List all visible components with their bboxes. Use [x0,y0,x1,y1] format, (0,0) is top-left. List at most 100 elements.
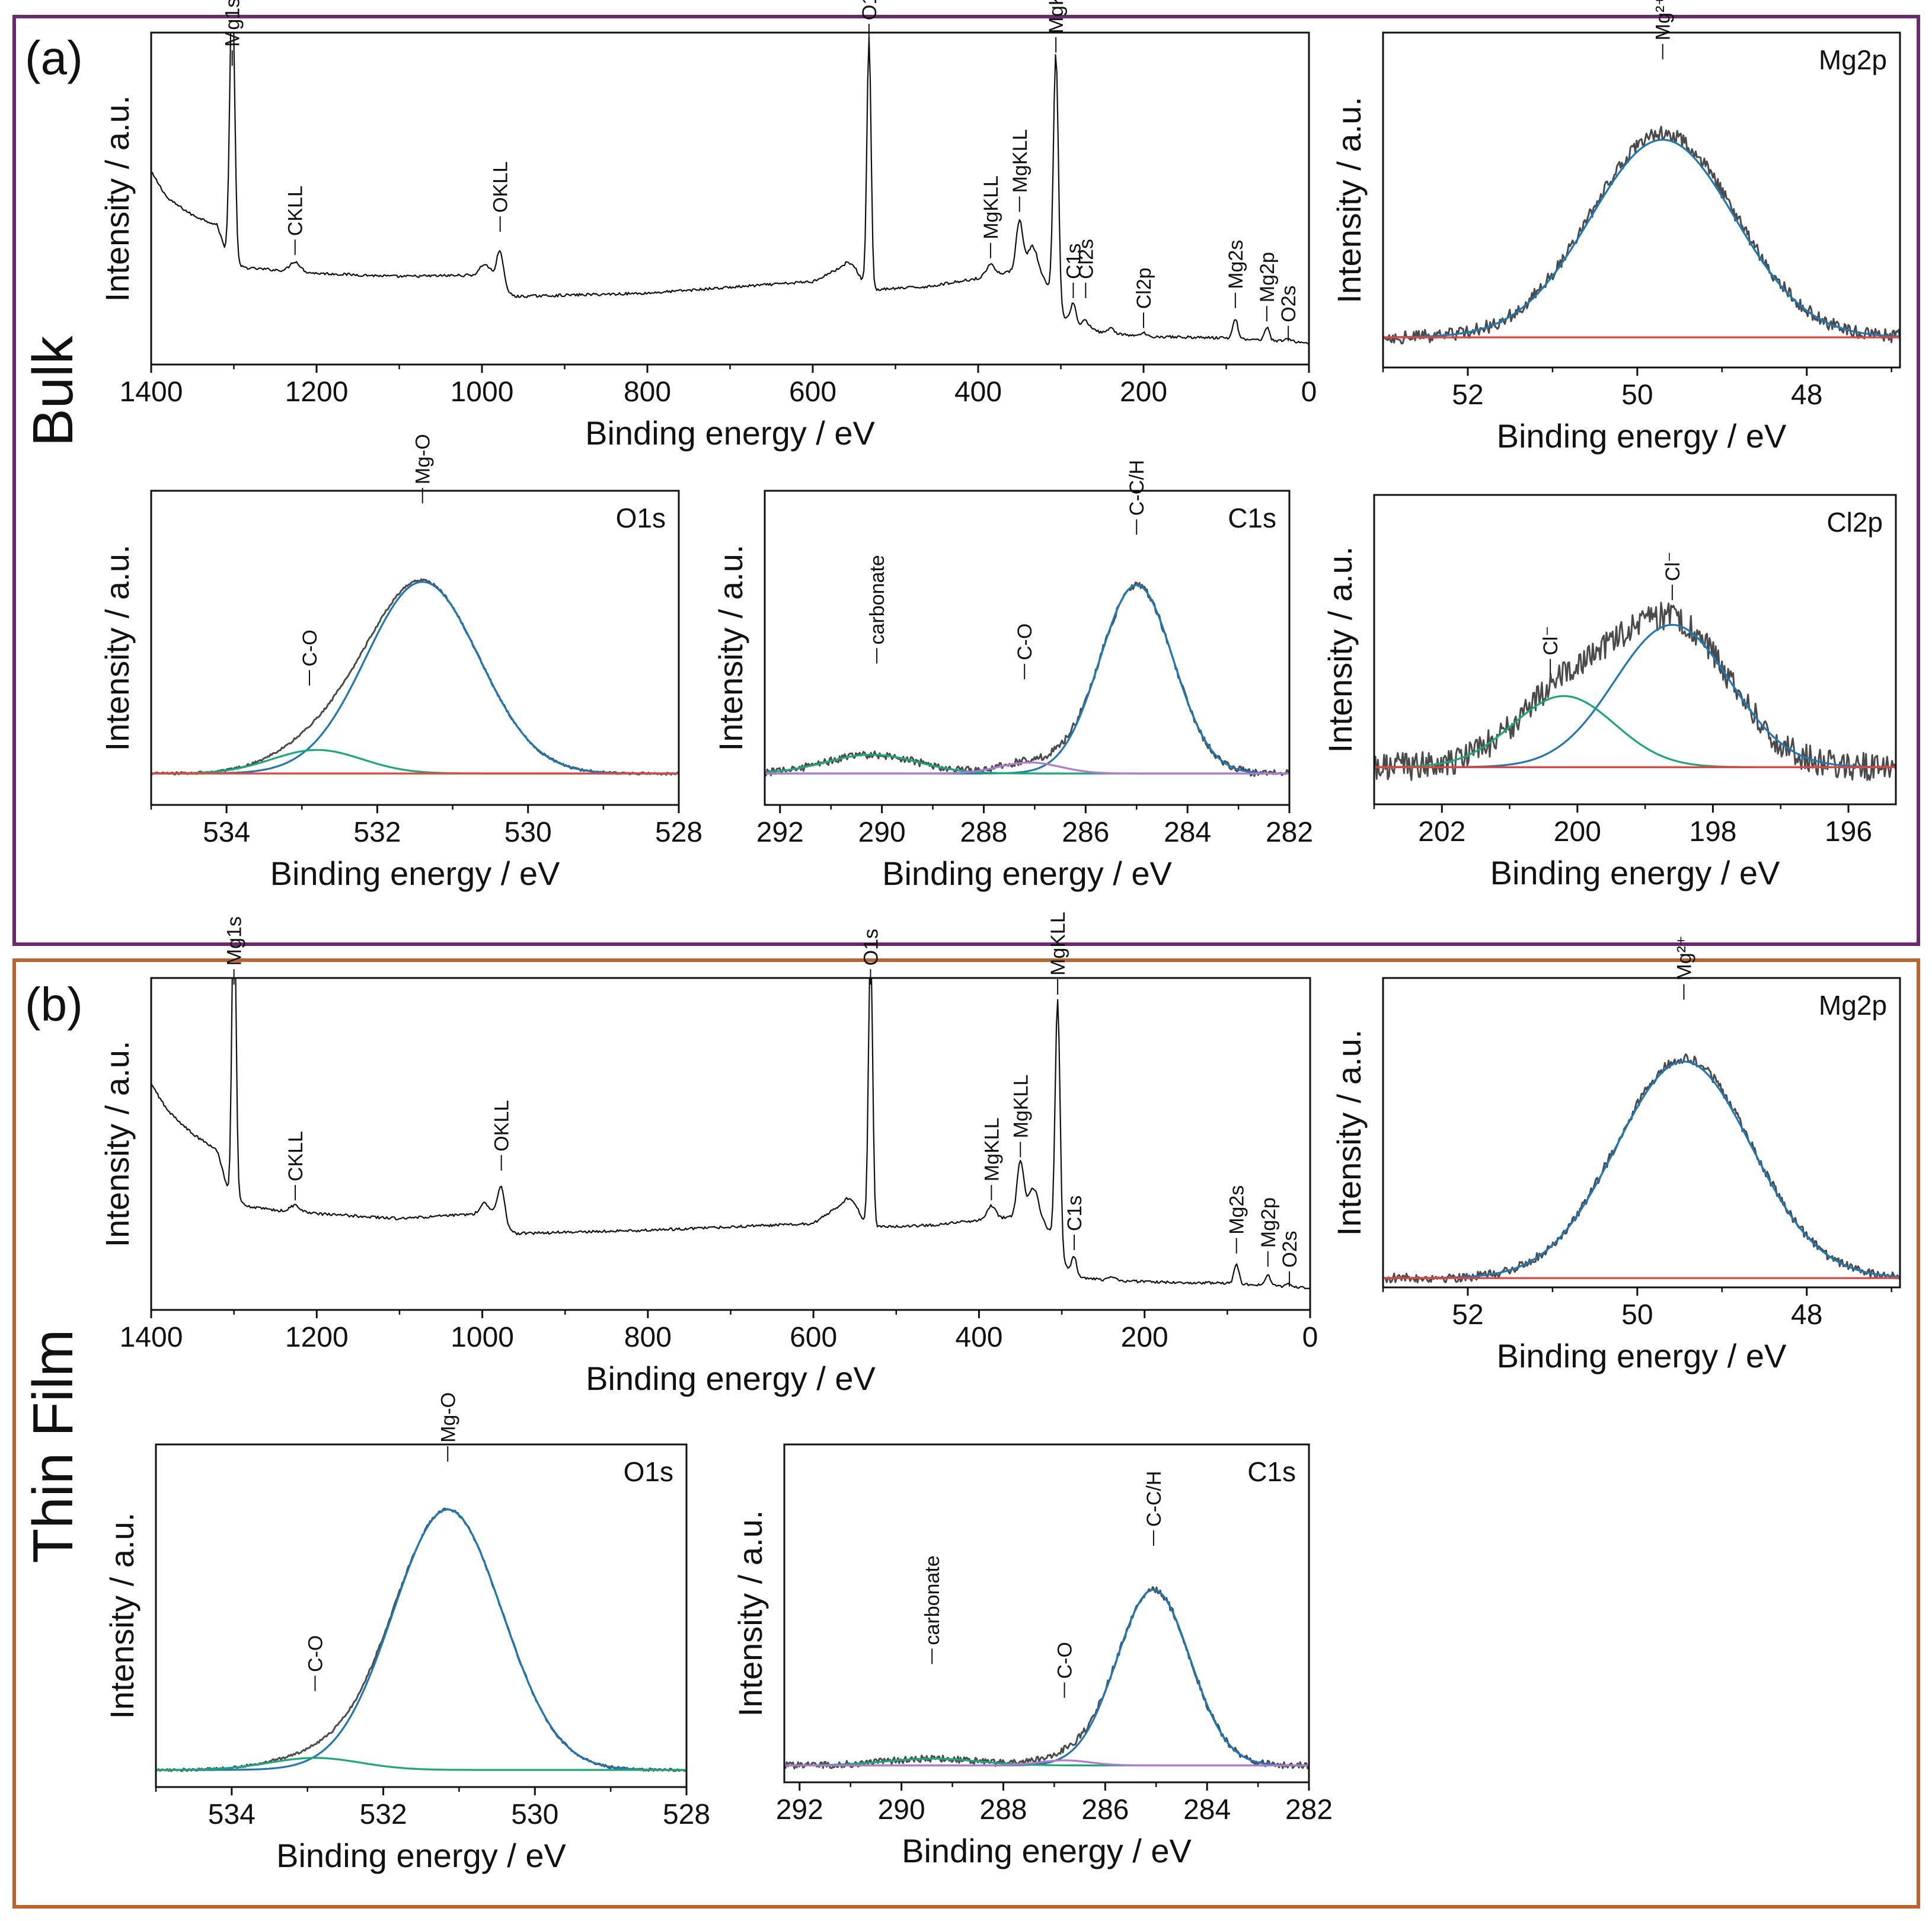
y-axis-label: Intensity / a.u. [1321,546,1359,753]
y-axis-label: Intensity / a.u. [98,1041,136,1248]
x-tick-label: 200 [1120,376,1167,408]
peak-label: MgKLL [1047,912,1069,976]
peak-label: CKLL [285,186,307,236]
series-survey [151,888,1310,1289]
peak-label: Mg-O [437,1392,459,1443]
plot-frame [784,1444,1309,1782]
peak-label: MgKLL [980,175,1002,239]
chart-a-c1s: 292 290 288 286 284 282Binding energy / eVInt… [712,460,1313,892]
panel-title: C1s [1247,1456,1296,1487]
peak-label: Mg2s [1226,1185,1248,1235]
x-tick-label: 528 [663,1799,710,1830]
chart-b-c1s: 292 290 288 286 284 282Binding energy / eVInt… [732,1444,1333,1869]
chart-a-cl2p: 202 200 198 196Binding energy / eVIntensity… [1321,495,1896,891]
peak-label: C-O [1014,624,1036,660]
x-tick-label: 0 [1302,1322,1318,1353]
charts-layer: 1400 1200 1000 800 600 400 200 0 Binding energy … [98,0,1900,1874]
x-tick-label: 50 [1621,379,1653,411]
x-tick-label: 600 [790,1322,837,1353]
panel-b-label: (b) [25,978,83,1031]
chart-a-survey: 1400 1200 1000 800 600 400 200 0 Binding energy … [98,0,1317,452]
x-tick-label: 286 [1062,817,1109,848]
x-tick-label: 48 [1791,1299,1822,1331]
peak-label: MgKLL [981,1117,1003,1181]
peak-label: carbonate [921,1555,944,1645]
plot-area [151,579,679,775]
plot-frame [1383,978,1900,1287]
x-tick-label: 1400 [120,376,183,408]
plot-frame [1383,33,1900,367]
y-axis-label: Intensity / a.u. [98,545,136,752]
x-tick-label: 528 [655,817,702,848]
peak-label: Mg-O [412,434,435,484]
plot-area [156,1508,686,1771]
series-fit-cl-2p3-2- [1374,625,1896,767]
chart-b-o1s: 534 532 530 528Binding energy / eVIntensity… [103,1392,710,1874]
x-axis-label: Binding energy / eV [882,855,1172,892]
chart-b-survey: 1400 1200 1000 800 600 400 200 0 Binding energy … [98,888,1318,1397]
peak-label: carbonate [866,555,889,644]
peak-label: CKLL [285,1131,307,1181]
peak-label: Mg2p [1256,252,1279,302]
x-tick-label: 48 [1791,379,1822,411]
x-tick-label: 530 [504,817,552,848]
series-data [1383,1054,1900,1283]
series-data [784,1587,1309,1769]
peak-label: O2s [1278,285,1300,322]
series-fit-c-o [151,750,679,773]
y-axis-label: Intensity / a.u. [1330,1030,1368,1236]
peak-label: O1s [860,929,882,966]
panel-a-side-label: Bulk [21,335,85,447]
panel-a-label: (a) [25,31,83,84]
series-fit-c-o [156,1758,686,1770]
peak-label: Mg²⁺ [1673,935,1695,981]
x-tick-label: 284 [1183,1794,1231,1826]
x-tick-label: 800 [624,1322,672,1353]
plot-frame [151,491,679,805]
x-axis-label: Binding energy / eV [270,855,560,892]
series-fit-mg-o [156,1510,686,1770]
x-axis-label: Binding energy / eV [1490,854,1780,891]
series-data [1383,127,1900,344]
peak-label: O2s [1279,1230,1301,1267]
x-tick-label: 1000 [451,376,514,408]
x-tick-label: 530 [511,1799,558,1830]
peak-label: Cl2p [1133,267,1155,309]
series-data [765,583,1289,776]
x-tick-label: 50 [1621,1299,1653,1331]
x-axis-label: Binding energy / eV [1497,1337,1787,1375]
peak-label: MgKLL [1010,1075,1032,1139]
x-tick-label: 202 [1418,816,1465,848]
x-axis-label: Binding energy / eV [586,1360,876,1397]
x-tick-label: 52 [1452,1299,1483,1331]
series-fit-mg-o [151,582,679,773]
peak-label: Mg1s [222,0,244,47]
x-tick-label: 200 [1554,816,1601,848]
peak-label: C-O [305,1635,327,1672]
x-axis-label: Binding energy / eV [276,1837,566,1874]
panel-title: Mg2p [1819,44,1887,75]
plot-area [1383,127,1900,344]
panel-b-side-label: Thin Film [21,1329,85,1564]
x-axis-label: Binding energy / eV [1497,417,1787,455]
y-axis-label: Intensity / a.u. [98,95,136,302]
x-tick-label: 1400 [120,1322,183,1353]
series-fit-c-c-h [784,1590,1309,1765]
plot-area [765,583,1289,776]
plot-frame [156,1444,686,1787]
series-data [156,1508,686,1771]
panel-title: Cl2p [1826,507,1883,538]
peak-label: Cl⁻ [1540,626,1562,656]
peak-label: C-C/H [1143,1471,1165,1527]
peak-label: C1s [1064,1196,1086,1231]
x-tick-label: 292 [756,817,804,848]
x-tick-label: 534 [203,817,250,848]
plot-frame [151,33,1309,365]
plot-frame [151,978,1310,1310]
peak-label: Mg2p [1257,1197,1280,1248]
y-axis-label: Intensity / a.u. [732,1510,769,1717]
y-axis-label: Intensity / a.u. [103,1513,140,1719]
x-tick-label: 288 [979,1794,1027,1826]
x-tick-label: 286 [1081,1794,1129,1826]
x-tick-label: 282 [1266,817,1313,848]
